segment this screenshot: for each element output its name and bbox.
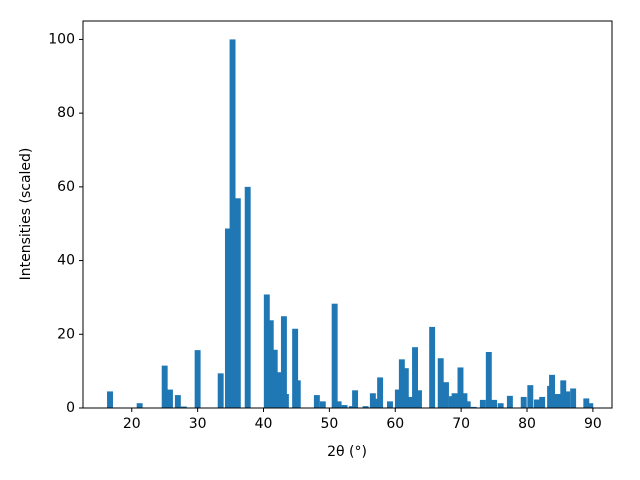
bar <box>377 377 384 408</box>
bar <box>348 406 355 408</box>
bar <box>461 393 468 408</box>
bar <box>555 393 561 408</box>
bar <box>166 389 173 408</box>
bar <box>457 367 464 408</box>
bar <box>549 374 556 408</box>
y-tick-label: 0 <box>66 400 75 416</box>
bar <box>429 326 436 408</box>
bar <box>217 373 224 408</box>
bar <box>464 401 471 408</box>
bar <box>271 349 278 408</box>
bar <box>470 406 477 408</box>
bar <box>451 393 458 408</box>
plot-frame <box>82 20 613 409</box>
bar <box>527 385 534 408</box>
x-tick-label: 60 <box>386 416 404 432</box>
bar <box>398 359 405 408</box>
bar <box>560 380 567 408</box>
bar <box>174 395 181 408</box>
bar <box>485 351 492 408</box>
bar <box>416 390 422 408</box>
bar <box>180 406 187 408</box>
bar <box>564 391 571 408</box>
x-tick-label: 80 <box>518 416 536 432</box>
bar <box>412 347 418 408</box>
bar <box>136 403 143 408</box>
y-tick-label: 20 <box>57 326 75 342</box>
bar <box>387 401 393 408</box>
bar <box>275 372 282 408</box>
bar <box>107 391 113 408</box>
bar <box>497 403 504 408</box>
x-tick-label: 40 <box>255 416 273 432</box>
bar <box>373 398 380 408</box>
bar <box>341 405 348 408</box>
bar <box>335 401 342 408</box>
y-tick-label: 100 <box>48 31 75 47</box>
x-axis-label: 2θ (°) <box>327 444 367 460</box>
bar <box>402 368 409 408</box>
bar <box>362 406 369 408</box>
bar <box>319 401 326 408</box>
bar <box>194 350 201 408</box>
bar <box>437 358 444 408</box>
bar <box>280 316 287 408</box>
y-tick-label: 60 <box>57 179 75 195</box>
bar <box>282 393 289 408</box>
bar <box>161 365 168 408</box>
bar <box>313 395 320 408</box>
bar <box>224 228 231 408</box>
bar <box>292 328 299 408</box>
x-tick-label: 50 <box>320 416 338 432</box>
x-tick-label: 70 <box>452 416 470 432</box>
bar <box>331 303 338 408</box>
bar <box>352 390 359 408</box>
bar <box>244 186 251 408</box>
y-axis-label: Intensities (scaled) <box>18 148 34 281</box>
x-tick-label: 90 <box>584 416 602 432</box>
bar <box>406 396 413 408</box>
y-tick-label: 80 <box>57 105 75 121</box>
bar <box>533 399 540 408</box>
bar <box>491 399 498 408</box>
bar <box>479 399 486 408</box>
y-tick-label: 40 <box>57 253 75 269</box>
bar <box>394 389 401 408</box>
bar <box>587 403 594 408</box>
bar <box>506 395 513 408</box>
bar <box>570 388 577 408</box>
x-tick-label: 20 <box>123 416 141 432</box>
bar <box>520 396 527 408</box>
bar <box>539 396 546 408</box>
bar <box>294 380 301 408</box>
bar <box>229 39 236 409</box>
bar <box>443 382 449 408</box>
bar <box>234 198 241 408</box>
bar <box>263 294 270 408</box>
x-tick-label: 30 <box>189 416 207 432</box>
bar <box>267 320 274 408</box>
bar <box>583 398 590 408</box>
bar <box>369 393 376 408</box>
